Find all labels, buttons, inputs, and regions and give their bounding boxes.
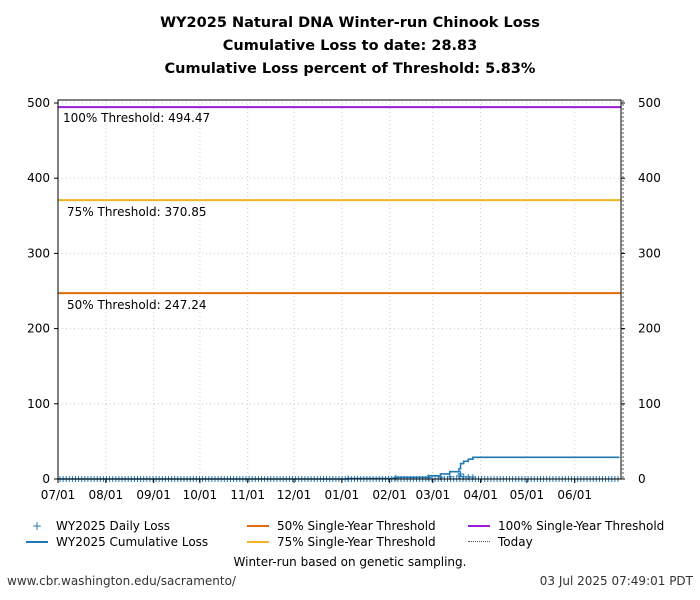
svg-text:04/01: 04/01 (463, 488, 498, 502)
svg-text:0: 0 (638, 472, 646, 486)
svg-text:08/01: 08/01 (89, 488, 124, 502)
threshold-50-label: 50% Threshold: 247.24 (67, 298, 206, 312)
svg-text:02/01: 02/01 (372, 488, 407, 502)
threshold-75-label: 75% Threshold: 370.85 (67, 205, 206, 219)
grid-lines (58, 100, 621, 479)
svg-text:06/01: 06/01 (557, 488, 592, 502)
legend-item-t50: 50% Single-Year Threshold (247, 518, 436, 534)
timestamp: 03 Jul 2025 07:49:01 PDT (539, 574, 693, 588)
legend-label-daily: WY2025 Daily Loss (56, 519, 171, 533)
daily-loss-markers (57, 470, 621, 482)
svg-text:12/01: 12/01 (277, 488, 312, 502)
axes: 07/01 08/01 09/01 10/01 11/01 12/01 01/01 02/01… (27, 96, 661, 502)
plot-frame (57, 99, 622, 480)
svg-text:300: 300 (27, 246, 50, 260)
line-swatch-icon (26, 534, 48, 550)
legend-item-daily: + WY2025 Daily Loss (26, 518, 170, 534)
legend-item-today: Today (468, 534, 533, 550)
source-link[interactable]: www.cbr.washington.edu/sacramento/ (7, 574, 236, 588)
svg-text:500: 500 (27, 96, 50, 110)
cumulative-loss-line (58, 456, 620, 480)
line-swatch-icon (247, 534, 269, 550)
svg-text:400: 400 (27, 171, 50, 185)
svg-text:09/01: 09/01 (136, 488, 171, 502)
svg-text:03/01: 03/01 (416, 488, 451, 502)
legend-label-cumulative: WY2025 Cumulative Loss (56, 535, 209, 549)
svg-text:10/01: 10/01 (183, 488, 218, 502)
svg-text:300: 300 (638, 246, 661, 260)
svg-text:0: 0 (42, 472, 50, 486)
line-swatch-icon (468, 518, 490, 534)
legend-item-t100: 100% Single-Year Threshold (468, 518, 664, 534)
footer-note: Winter-run based on genetic sampling. (233, 555, 467, 569)
legend-label-t100: 100% Single-Year Threshold (498, 519, 665, 533)
svg-text:500: 500 (638, 96, 661, 110)
legend-label-t75: 75% Single-Year Threshold (277, 535, 436, 549)
legend-label-today: Today (498, 535, 533, 549)
chart-subtitle-percent: Cumulative Loss percent of Threshold: 5.… (164, 61, 536, 77)
plus-marker-icon: + (31, 519, 43, 533)
svg-text:05/01: 05/01 (510, 488, 545, 502)
threshold-lines (58, 106, 621, 295)
svg-text:200: 200 (27, 322, 50, 336)
legend-item-cumulative: WY2025 Cumulative Loss (26, 534, 208, 550)
svg-text:400: 400 (638, 171, 661, 185)
svg-text:100: 100 (638, 397, 661, 411)
svg-text:11/01: 11/01 (230, 488, 265, 502)
svg-text:100: 100 (27, 397, 50, 411)
chart-subtitle-cumulative: Cumulative Loss to date: 28.83 (222, 38, 478, 54)
line-swatch-icon (247, 518, 269, 534)
svg-text:200: 200 (638, 322, 661, 336)
dotted-line-swatch-icon (468, 534, 490, 550)
legend-label-t50: 50% Single-Year Threshold (277, 519, 436, 533)
svg-text:07/01: 07/01 (41, 488, 76, 502)
svg-text:01/01: 01/01 (325, 488, 360, 502)
threshold-100-label: 100% Threshold: 494.47 (63, 111, 210, 125)
legend-item-t75: 75% Single-Year Threshold (247, 534, 436, 550)
chart-title: WY2025 Natural DNA Winter-run Chinook Lo… (160, 15, 540, 31)
